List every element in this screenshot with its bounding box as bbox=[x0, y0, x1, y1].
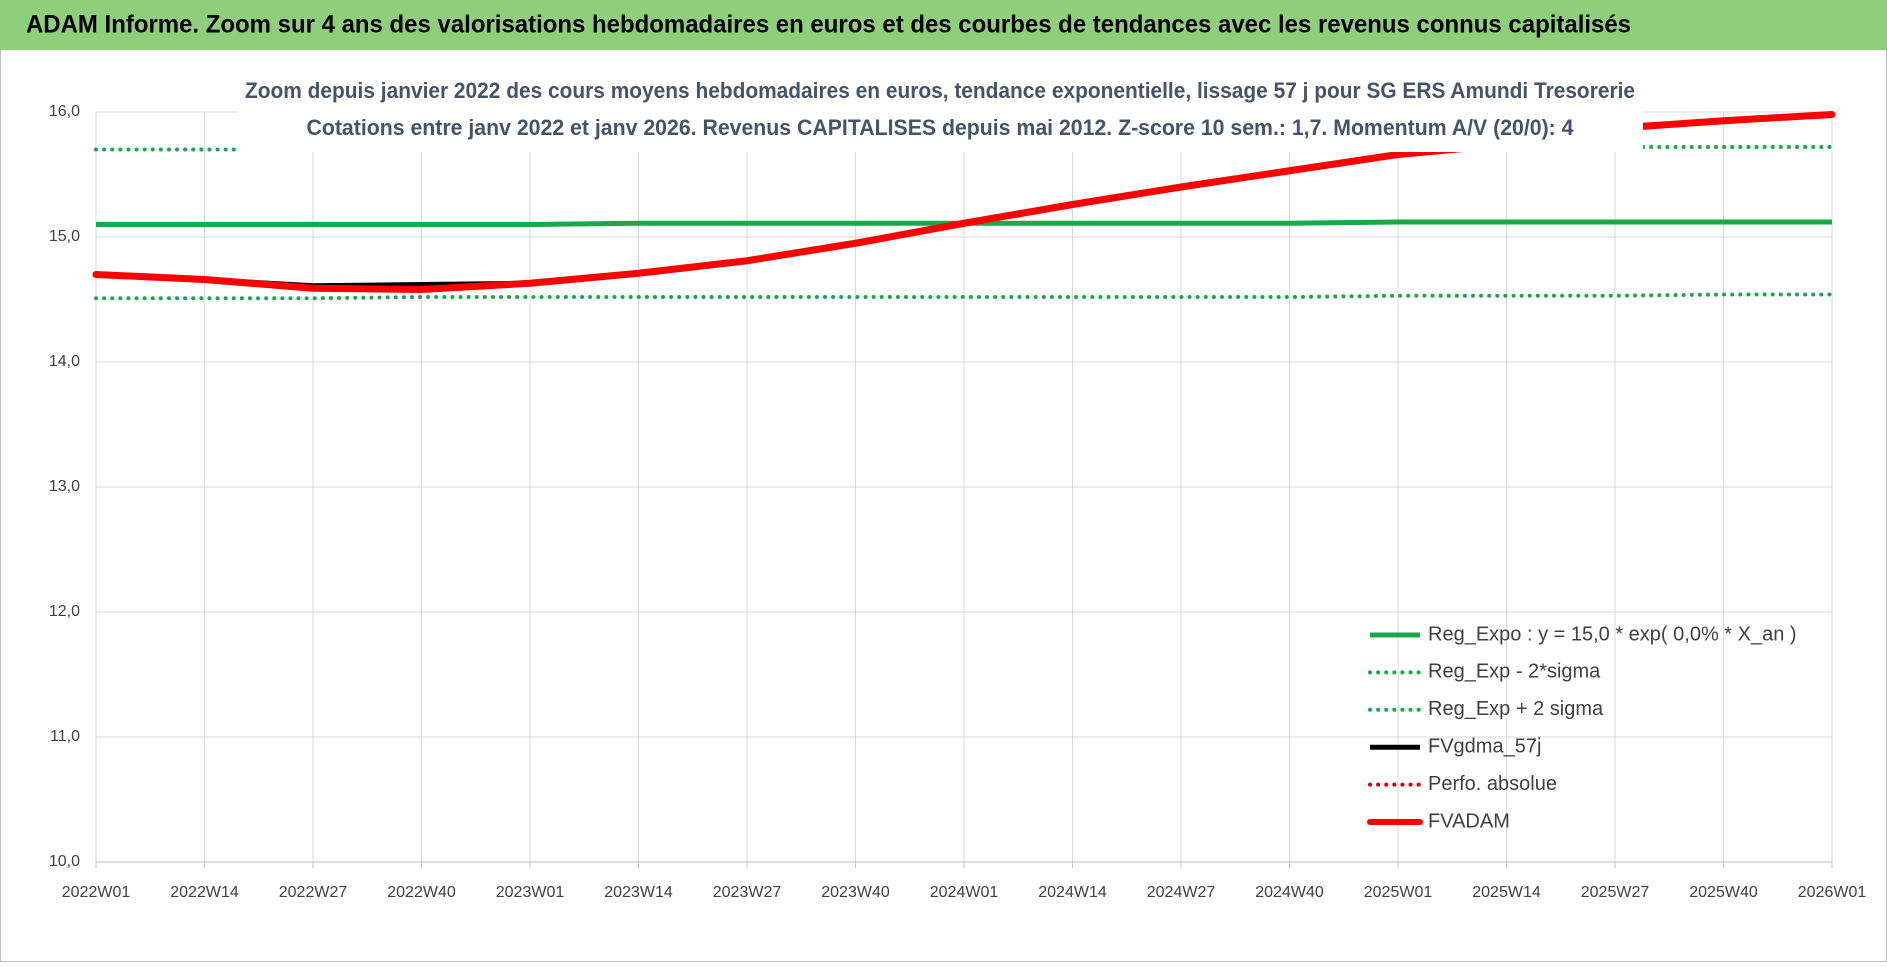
x-tick-label: 2024W27 bbox=[1147, 884, 1216, 901]
x-tick-label: 2023W40 bbox=[821, 884, 890, 901]
legend-label: Perfo. absolue bbox=[1428, 773, 1557, 795]
x-tick-label: 2025W01 bbox=[1364, 884, 1433, 901]
x-tick-label: 2023W14 bbox=[604, 884, 673, 901]
x-tick-label: 2024W01 bbox=[930, 884, 999, 901]
title-box bbox=[238, 72, 1643, 152]
y-tick-label: 11,0 bbox=[50, 728, 80, 745]
legend-label: Reg_Exp + 2 sigma bbox=[1428, 698, 1604, 720]
x-tick-label: 2022W14 bbox=[170, 884, 239, 901]
y-tick-label: 12,0 bbox=[49, 603, 80, 620]
legend-label: FVADAM bbox=[1428, 810, 1510, 832]
x-tick-label: 2026W01 bbox=[1798, 884, 1867, 901]
legend: Reg_Expo : y = 15,0 * exp( 0,0% * X_an )… bbox=[1367, 623, 1797, 832]
y-tick-label: 10,0 bbox=[49, 853, 80, 870]
legend-label: Reg_Exp - 2*sigma bbox=[1428, 661, 1601, 683]
y-tick-label: 14,0 bbox=[49, 353, 80, 370]
x-tick-label: 2023W01 bbox=[496, 884, 565, 901]
x-tick-label: 2025W27 bbox=[1581, 884, 1650, 901]
header-title: ADAM Informe. Zoom sur 4 ans des valoris… bbox=[26, 11, 1631, 39]
x-tick-label: 2022W01 bbox=[62, 884, 131, 901]
chart-subtitle: Cotations entre janv 2022 et janv 2026. … bbox=[307, 115, 1575, 140]
x-tick-label: 2022W40 bbox=[387, 884, 456, 901]
legend-label: Reg_Expo : y = 15,0 * exp( 0,0% * X_an ) bbox=[1428, 623, 1797, 645]
y-tick-label: 16,0 bbox=[49, 103, 80, 120]
x-tick-label: 2025W14 bbox=[1472, 884, 1541, 901]
x-tick-label: 2024W40 bbox=[1255, 884, 1324, 901]
legend-label: FVgdma_57j bbox=[1428, 735, 1541, 757]
x-tick-label: 2024W14 bbox=[1038, 884, 1107, 901]
x-tick-label: 2023W27 bbox=[713, 884, 782, 901]
chart-title: Zoom depuis janvier 2022 des cours moyen… bbox=[245, 78, 1635, 103]
y-tick-label: 13,0 bbox=[49, 478, 80, 495]
x-tick-label: 2025W40 bbox=[1689, 884, 1758, 901]
series-line bbox=[94, 292, 1834, 301]
header-bar bbox=[0, 0, 1887, 50]
x-tick-label: 2022W27 bbox=[279, 884, 348, 901]
y-tick-label: 15,0 bbox=[49, 228, 80, 245]
